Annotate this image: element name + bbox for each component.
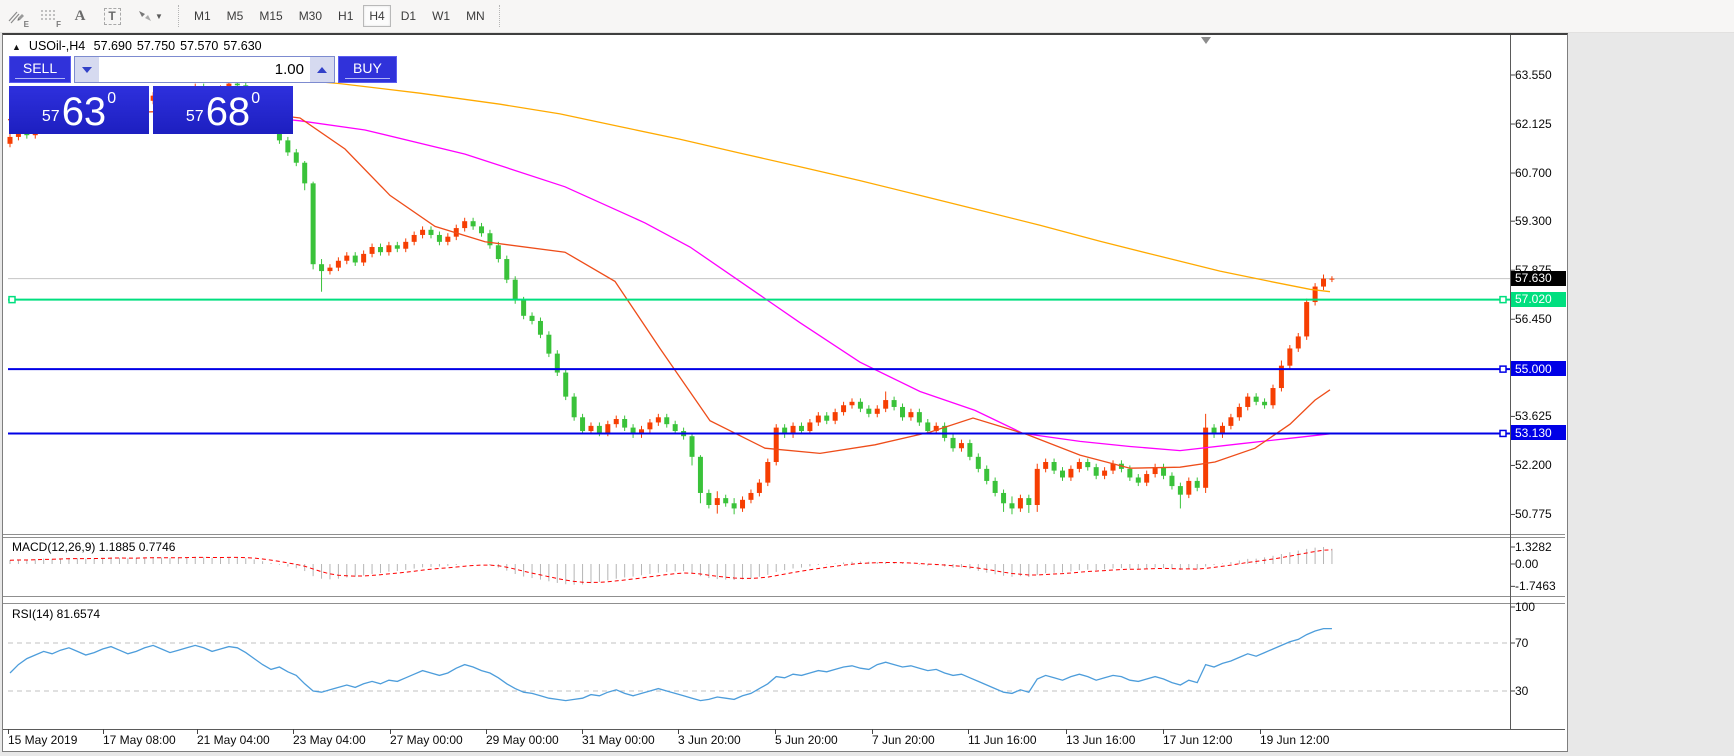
timeframe-button-m15[interactable]: M15 [253, 5, 288, 27]
symbol-timeframe: USOil-,H4 [28, 39, 86, 53]
timeframe-button-m30[interactable]: M30 [293, 5, 328, 27]
timeframe-button-d1[interactable]: D1 [395, 5, 422, 27]
timeframe-button-mn[interactable]: MN [460, 5, 491, 27]
indicator-tick-label: 30 [1515, 684, 1529, 698]
toolbar-separator [178, 5, 180, 27]
price-badge: 57.020 [1511, 291, 1566, 307]
time-tick-label: 17 May 08:00 [103, 733, 176, 747]
ohlc-values: 57.690 57.750 57.570 57.630 [93, 39, 262, 53]
price-tick-label: 60.700 [1515, 166, 1552, 181]
price-scale[interactable]: 63.55062.12560.70059.30057.87556.45053.6… [1511, 35, 1567, 729]
indicator-tick-label: 0.00 [1515, 557, 1539, 571]
time-tick-label: 11 Jun 16:00 [968, 733, 1037, 747]
indicator-tick-label: 1.3282 [1515, 539, 1552, 554]
indicator-tick-label: 70 [1515, 636, 1529, 650]
timeframe-buttons: M1 M5 M15 M30 H1 H4 D1 W1 MN [186, 5, 493, 27]
volume-decrease-button[interactable] [75, 57, 99, 82]
chart-window [2, 33, 1568, 752]
pane-separator[interactable] [2, 533, 1566, 539]
draw-trendline-icon[interactable]: E [2, 3, 30, 29]
panel-collapse-arrow-icon[interactable]: ▲ [12, 42, 21, 52]
dropdown-caret-icon: ▼ [155, 11, 163, 21]
macd-label: MACD(12,26,9) 1.1885 0.7746 [12, 540, 176, 554]
price-tick-label: 59.300 [1515, 214, 1552, 229]
price-tick-label: 52.200 [1515, 458, 1552, 473]
buy-button[interactable]: BUY [338, 56, 397, 83]
price-badge: 57.630 [1511, 270, 1566, 286]
indicator-tick-label: -1.7463 [1515, 579, 1556, 594]
timeframe-button-m1[interactable]: M1 [188, 5, 217, 27]
triangle-down-icon [82, 66, 92, 73]
buy-price-box[interactable]: 57 68 0 [153, 86, 293, 134]
rsi-label: RSI(14) 81.6574 [12, 607, 101, 621]
toolbar: E F A T ▼ M1 M5 M15 M30 H1 H4 D1 W1 MN [0, 0, 1734, 33]
timeframe-button-m5[interactable]: M5 [221, 5, 250, 27]
volume-increase-button[interactable] [310, 57, 334, 82]
timeframe-button-w1[interactable]: W1 [426, 5, 456, 27]
timeframe-button-h1[interactable]: H1 [332, 5, 359, 27]
price-badge: 53.130 [1511, 425, 1566, 441]
time-scale[interactable]: 15 May 2019 17 May 08:00 21 May 04:00 23 Ma… [0, 730, 1510, 750]
price-tick-label: 50.775 [1515, 507, 1552, 522]
toolbar-separator [498, 5, 501, 27]
time-tick-label: 23 May 04:00 [293, 733, 366, 747]
arrow-tools-icon[interactable]: ▼ [130, 3, 170, 29]
time-tick-label: 27 May 00:00 [390, 733, 463, 747]
time-tick-label: 13 Jun 16:00 [1066, 733, 1136, 747]
sell-button[interactable]: SELL [9, 56, 71, 83]
time-tick-label: 19 Jun 12:00 [1260, 733, 1330, 747]
volume-input[interactable] [99, 57, 310, 82]
sell-price-box[interactable]: 57 63 0 [9, 86, 149, 134]
text-box-icon[interactable]: T [98, 3, 126, 29]
time-tick-label: 31 May 00:00 [582, 733, 655, 747]
time-tick-label: 29 May 00:00 [486, 733, 559, 747]
time-tick-label: 3 Jun 20:00 [678, 733, 741, 747]
time-tick-label: 15 May 2019 [8, 733, 78, 747]
chart-title: ▲ USOil-,H4 57.690 57.750 57.570 57.630 [12, 39, 262, 53]
triangle-up-icon [317, 66, 327, 73]
fibonacci-grid-icon[interactable]: F [34, 3, 62, 29]
price-tick-label: 62.125 [1515, 117, 1552, 132]
price-tick-label: 63.550 [1515, 68, 1552, 82]
timeframe-button-h4[interactable]: H4 [363, 5, 391, 27]
price-tick-label: 56.450 [1515, 312, 1552, 327]
pane-separator[interactable] [2, 596, 1566, 602]
price-badge: 55.000 [1511, 361, 1566, 377]
time-tick-label: 7 Jun 20:00 [872, 733, 935, 747]
time-tick-label: 17 Jun 12:00 [1163, 733, 1233, 747]
time-tick-label: 21 May 04:00 [197, 733, 270, 747]
price-tick-label: 53.625 [1515, 409, 1552, 424]
indicator-tick-label: 100 [1515, 600, 1536, 614]
volume-stepper [74, 56, 335, 83]
time-tick-label: 5 Jun 20:00 [775, 733, 838, 747]
text-label-icon[interactable]: A [74, 7, 86, 24]
